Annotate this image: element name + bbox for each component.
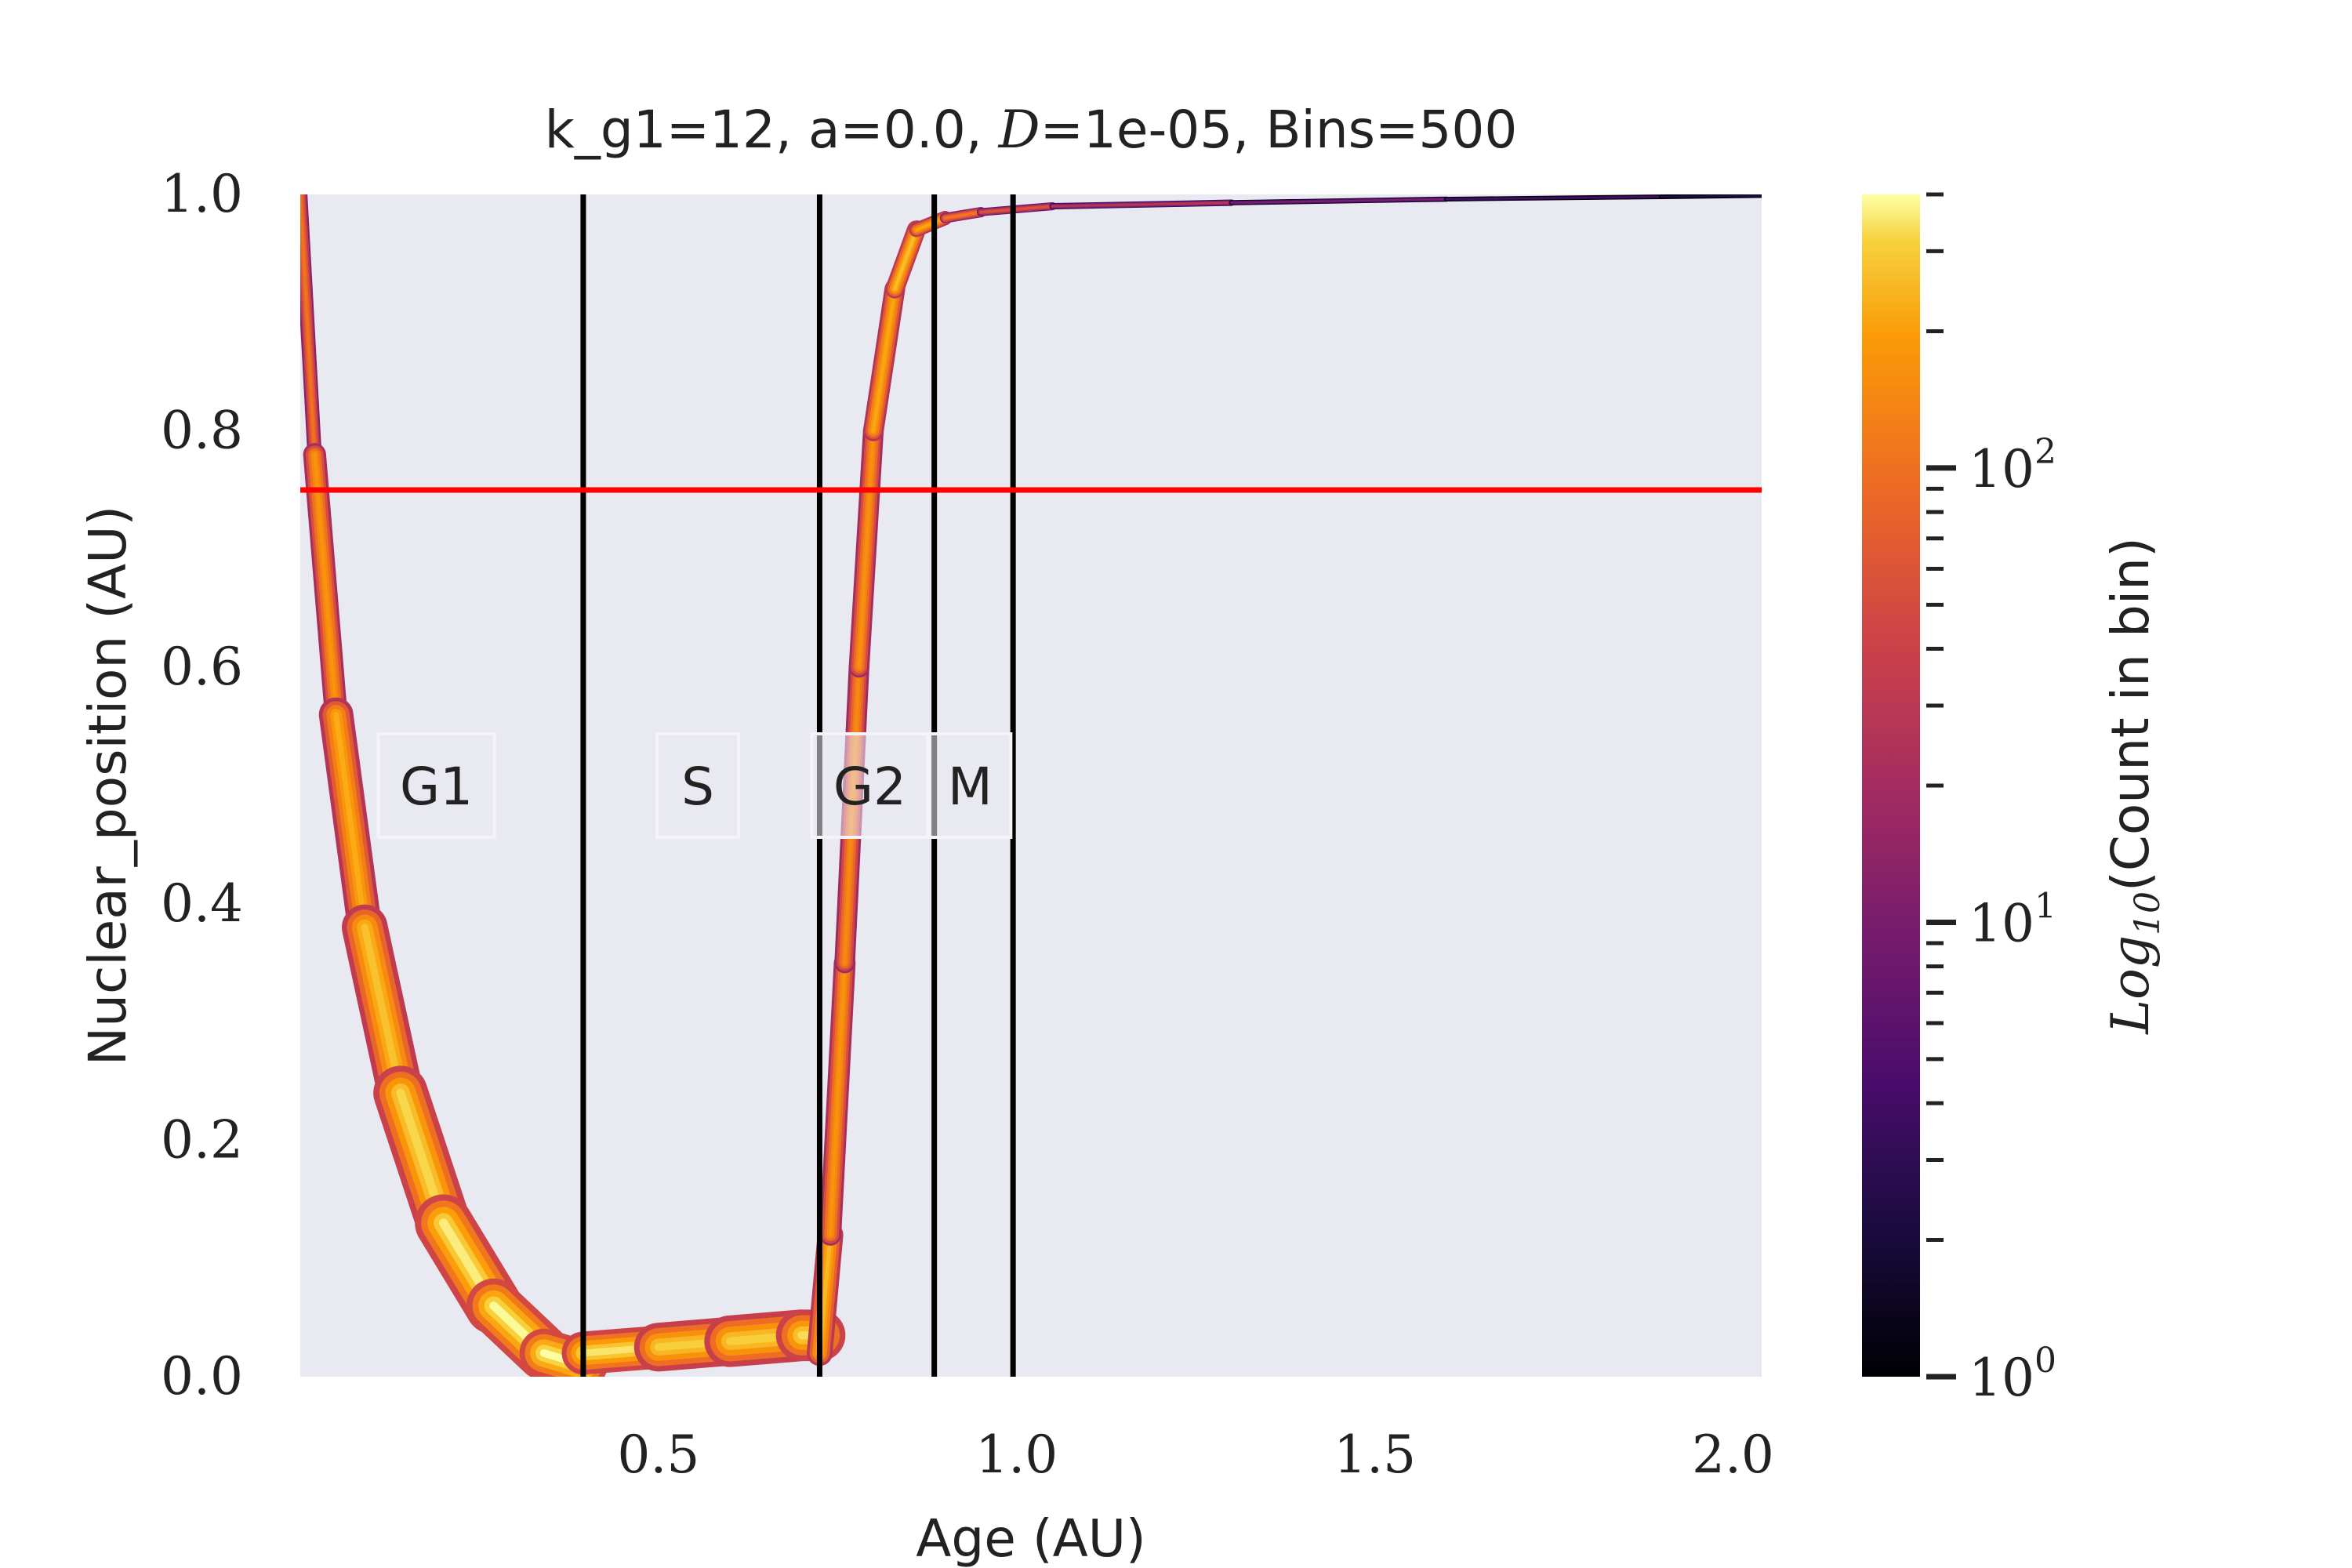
x-axis-ticks: 0.5 1.0 1.5 2.0 <box>617 1425 1774 1485</box>
y-tick-label-2: 0.4 <box>161 873 243 934</box>
phase-labels: G1 S G2 M <box>376 732 1013 839</box>
colorbar-label-rest: (Count in bin) <box>2100 537 2161 891</box>
phase-label-g1: G1 <box>400 757 473 817</box>
chart-title: k_g1=12, a=0.0, D=1e-05, Bins=500 <box>545 100 1518 160</box>
heatmap-band-s2-p11-l4 <box>1445 196 1663 201</box>
heatmap-band-s2-p4-l4 <box>871 287 897 433</box>
x-tick-label-2: 1.5 <box>1334 1425 1416 1485</box>
heatmap-band-s2-p3-l4 <box>857 429 876 670</box>
chart-title-suffix: =1e-05, Bins=500 <box>1040 100 1518 160</box>
heatmap-band-s2-p6-l4 <box>915 216 946 231</box>
heatmap-band-s0-p0-l4 <box>300 194 316 456</box>
y-tick-label-3: 0.6 <box>161 637 243 697</box>
phase-label-m: M <box>948 757 993 817</box>
colorbar-tick-exp-1: 1 <box>2034 886 2056 926</box>
colorbar-tick-label-0: 100 <box>1969 1341 2056 1408</box>
heatmap-band-s2-p5-l4 <box>893 228 918 291</box>
colorbar-tick-base-2: 10 <box>1969 439 2034 499</box>
colorbar-label: Log10(Count in bin) <box>2100 537 2168 1035</box>
y-axis-label: Nuclear_position (AU) <box>78 506 138 1065</box>
colorbar-label-sub: 10 <box>2128 891 2168 935</box>
colorbar-label-log: Log <box>2100 935 2161 1035</box>
phase-label-box-m <box>927 732 1013 839</box>
y-axis-ticks: 0.0 0.2 0.4 0.6 0.8 1.0 <box>161 164 243 1406</box>
colorbar-tick-exp-2: 2 <box>2034 432 2056 472</box>
x-axis-label: Age (AU) <box>916 1508 1146 1568</box>
chart-title-italic: D <box>998 100 1040 160</box>
phase-label-s: S <box>681 757 714 817</box>
colorbar-tick-base-0: 10 <box>1969 1348 2034 1408</box>
heatmap-band-s2-p1-l4 <box>828 961 847 1237</box>
phase-label-box-g1 <box>376 732 496 839</box>
heatmap-band-s0-p2-l4 <box>333 712 368 931</box>
y-tick-label-1: 0.2 <box>161 1109 243 1170</box>
x-tick-label-3: 2.0 <box>1692 1425 1774 1485</box>
x-tick-label-0: 0.5 <box>617 1425 699 1485</box>
heatmap-band-s2-p10-l4 <box>1230 198 1447 204</box>
y-tick-label-4: 0.8 <box>161 401 243 461</box>
colorbar-tick-label-1: 101 <box>1969 886 2056 953</box>
colorbar <box>1862 194 1920 1377</box>
heatmap-band-s0-p1-l4 <box>312 452 338 717</box>
y-tick-label-0: 0.0 <box>161 1346 243 1406</box>
colorbar-tick-exp-0: 0 <box>2034 1341 2056 1381</box>
phase-label-box-s <box>655 732 741 839</box>
colorbar-tick-base-1: 10 <box>1969 893 2034 953</box>
heatmap-band-s2-p12-l4 <box>1661 194 1762 198</box>
colorbar-tick-label-2: 102 <box>1969 432 2056 499</box>
heatmap-band-s0-p3-l4 <box>361 924 405 1097</box>
heatmap-band-s2-p7-l4 <box>944 211 982 220</box>
x-tick-label-1: 1.0 <box>975 1425 1058 1485</box>
heatmap-band-s2-p9-l4 <box>1051 201 1232 208</box>
y-tick-label-5: 1.0 <box>161 164 243 224</box>
plot-area <box>300 194 1762 1377</box>
chart-title-prefix: k_g1=12, a=0.0, <box>545 100 999 160</box>
phase-label-g2: G2 <box>833 757 906 817</box>
heatmap-band-s2-p8-l4 <box>980 205 1054 213</box>
